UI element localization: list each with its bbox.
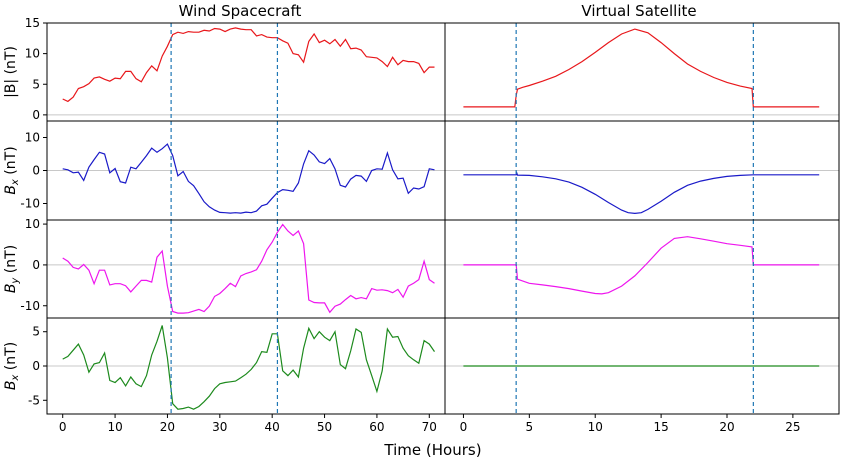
right-x-tick-label-5: 25 <box>785 420 800 434</box>
right-axes-frame-3 <box>444 317 840 415</box>
left-series-line-2 <box>62 223 435 314</box>
left-panel-title: Wind Spacecraft <box>179 2 302 20</box>
right-series-line-0 <box>463 28 820 108</box>
left-x-tick-label-3: 30 <box>212 420 227 434</box>
y-tick-label-0-0: 0 <box>32 108 40 122</box>
y-tick-label-3-2: 5 <box>32 325 40 339</box>
y-tick-label-1-1: 0 <box>32 164 40 178</box>
y-tick-label-0-2: 10 <box>25 47 40 61</box>
x-axis-label: Time (Hours) <box>383 441 481 459</box>
left-x-tick-label-7: 70 <box>422 420 437 434</box>
right-x-tick-label-4: 20 <box>719 420 734 434</box>
left-x-tick-label-2: 20 <box>160 420 175 434</box>
right-x-tick-label-3: 15 <box>653 420 668 434</box>
y-tick-label-0-1: 5 <box>32 77 40 91</box>
left-axes-frame-2 <box>46 219 446 319</box>
y-tick-label-2-0: -10 <box>20 299 40 313</box>
left-series-line-3 <box>62 325 435 410</box>
y-tick-label-1-2: 10 <box>25 131 40 145</box>
left-x-tick-label-1: 10 <box>107 420 122 434</box>
plot-area: 0 5 10 15 |B| (nT) -10 0 10 Bx (nT) -10 0 10 By (nT)… <box>3 16 840 434</box>
left-x-tick-label-0: 0 <box>59 420 67 434</box>
y-tick-label-3-0: -5 <box>28 393 40 407</box>
right-x-tick-label-0: 0 <box>460 420 468 434</box>
y-axis-label-1: Bx (nT) <box>3 146 21 194</box>
left-series-line-1 <box>62 143 435 214</box>
y-tick-label-2-1: 0 <box>32 258 40 272</box>
y-tick-label-0-3: 15 <box>25 16 40 30</box>
y-axis-label-0: |B| (nT) <box>3 46 19 98</box>
y-tick-label-3-1: 0 <box>32 359 40 373</box>
left-series-line-0 <box>62 27 435 103</box>
y-tick-label-1-0: -10 <box>20 197 40 211</box>
left-x-tick-label-4: 40 <box>265 420 280 434</box>
right-series-line-2 <box>463 236 820 295</box>
right-x-tick-label-2: 10 <box>588 420 603 434</box>
left-x-tick-label-5: 50 <box>317 420 332 434</box>
right-x-tick-label-1: 5 <box>526 420 534 434</box>
right-panel-title: Virtual Satellite <box>581 2 696 20</box>
right-series-line-1 <box>463 171 820 215</box>
y-axis-label-3: Bx (nT) <box>3 342 21 390</box>
y-tick-label-2-2: 10 <box>25 217 40 231</box>
left-x-tick-label-6: 60 <box>369 420 384 434</box>
left-axes-frame-0 <box>46 22 446 122</box>
y-axis-label-2: By (nT) <box>3 245 21 293</box>
